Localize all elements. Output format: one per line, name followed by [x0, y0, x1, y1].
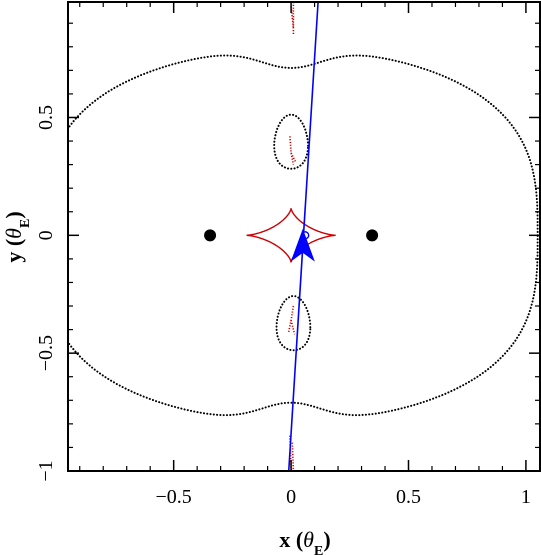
y-tick-label: −1	[35, 460, 57, 481]
upper-planetary-caustic	[289, 136, 297, 165]
plot-area	[68, 2, 539, 471]
lens-layer	[204, 229, 379, 242]
caustics	[246, 2, 336, 471]
central-caustic	[246, 208, 336, 263]
lower-inner-critical-curve	[275, 295, 312, 352]
x-tick-label: 0.5	[396, 486, 421, 508]
x-tick-label: 1	[521, 486, 531, 508]
y-tick-label: 0.5	[35, 105, 57, 130]
critical-curves	[68, 54, 539, 417]
x-tick-label: 0	[286, 486, 296, 508]
lens-point	[366, 229, 379, 242]
y-axis-title: y (θE)	[1, 211, 33, 262]
upper-inner-critical-curve	[273, 113, 309, 170]
lower-planetary-caustic	[287, 305, 296, 335]
y-tick-label: 0	[35, 230, 57, 240]
x-tick-label: −0.5	[156, 486, 192, 508]
direction-arrow	[290, 228, 315, 262]
tick-labels: −0.5 0 0.5 1 −1 −0.5 0 0.5	[35, 105, 531, 508]
outer-critical-curve	[68, 54, 539, 417]
axis-ticks	[68, 2, 540, 472]
lens-point	[204, 229, 217, 242]
plot-frame	[67, 1, 541, 472]
trajectory-layer	[287, 2, 319, 471]
y-tick-label: −0.5	[35, 335, 57, 371]
source-position	[300, 231, 310, 240]
x-axis-title: x (θE)	[279, 527, 330, 555]
